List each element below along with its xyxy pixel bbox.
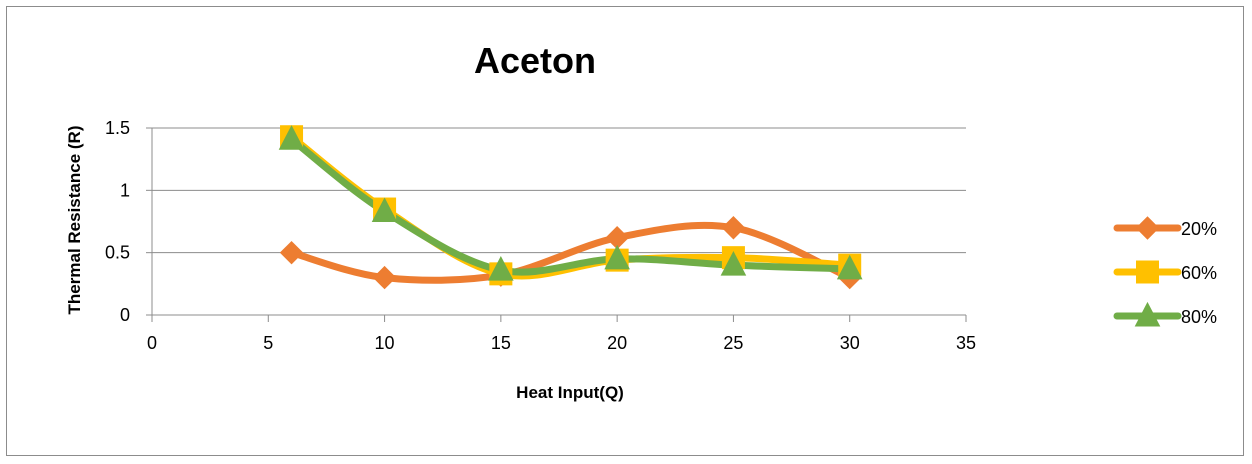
x-tick-label: 0 <box>147 333 157 353</box>
y-tick-labels: 0 0.5 1 1.5 <box>105 118 130 325</box>
legend-label: 20% <box>1181 219 1217 239</box>
legend-marker-square <box>1137 261 1159 283</box>
data-point-diamond <box>722 217 744 239</box>
legend-marker-diamond <box>1137 217 1159 239</box>
data-point-diamond <box>281 242 303 264</box>
x-axis-title: Heat Input(Q) <box>516 383 624 402</box>
x-tick-label: 5 <box>263 333 273 353</box>
y-tick-label: 0.5 <box>105 243 130 263</box>
legend-label: 80% <box>1181 307 1217 327</box>
legend: 20% 60% 80% <box>1117 217 1217 327</box>
y-tick-label: 1 <box>120 180 130 200</box>
chart-title: Aceton <box>474 40 596 81</box>
y-axis-title: Thermal Resistance (R) <box>65 126 84 315</box>
y-tick-label: 0 <box>120 305 130 325</box>
x-tick-label: 30 <box>840 333 860 353</box>
axes <box>146 128 966 322</box>
x-tick-label: 10 <box>375 333 395 353</box>
gridlines <box>152 128 966 253</box>
x-tick-label: 25 <box>723 333 743 353</box>
legend-label: 60% <box>1181 263 1217 283</box>
x-tick-label: 20 <box>607 333 627 353</box>
x-tick-label: 35 <box>956 333 976 353</box>
x-tick-labels: 0 5 10 15 20 25 30 35 <box>147 333 976 353</box>
y-tick-label: 1.5 <box>105 118 130 138</box>
x-tick-label: 15 <box>491 333 511 353</box>
data-point-diamond <box>374 267 396 289</box>
